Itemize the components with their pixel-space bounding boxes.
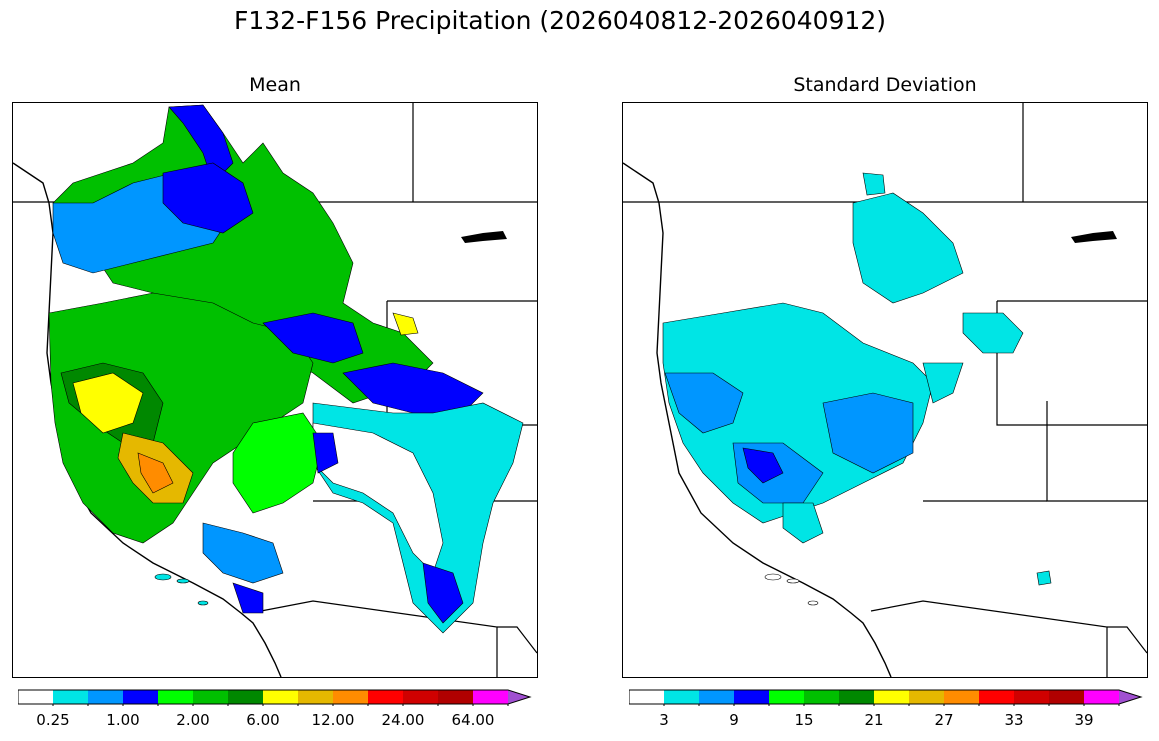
colorbar-swatch bbox=[263, 690, 299, 704]
colorbar-swatch bbox=[629, 690, 665, 704]
colorbar-swatch bbox=[804, 690, 840, 704]
colorbar-swatch bbox=[699, 690, 735, 704]
colorbar-swatch bbox=[333, 690, 369, 704]
colorbar-swatch bbox=[1119, 690, 1141, 704]
colorbar-swatch bbox=[158, 690, 194, 704]
colorbar-tick-label: 33 bbox=[1004, 711, 1024, 729]
std-panel-title: Standard Deviation bbox=[793, 74, 977, 96]
colorbar-swatch bbox=[1014, 690, 1050, 704]
colorbar-swatch bbox=[18, 690, 54, 704]
colorbar-swatch bbox=[1084, 690, 1120, 704]
colorbar-swatch bbox=[473, 690, 509, 704]
colorbar-swatch bbox=[874, 690, 910, 704]
colorbar-swatch bbox=[123, 690, 159, 704]
mean-colorbar bbox=[18, 689, 532, 706]
colorbar-swatch bbox=[979, 690, 1015, 704]
colorbar-tick-label: 39 bbox=[1074, 711, 1094, 729]
colorbar-tick-label: 9 bbox=[729, 711, 739, 729]
colorbar-swatch bbox=[368, 690, 404, 704]
colorbar-swatch bbox=[193, 690, 229, 704]
stddev-colorbar bbox=[629, 689, 1143, 706]
colorbar-tick-label: 0.25 bbox=[36, 711, 70, 729]
colorbar-tick-label: 21 bbox=[864, 711, 884, 729]
colorbar-swatch bbox=[909, 690, 945, 704]
colorbar-swatch bbox=[228, 690, 264, 704]
colorbar-swatch bbox=[944, 690, 980, 704]
mean-map bbox=[12, 102, 538, 678]
colorbar-swatch bbox=[664, 690, 700, 704]
colorbar-swatch bbox=[53, 690, 89, 704]
colorbar-tick-label: 27 bbox=[934, 711, 954, 729]
colorbar-swatch bbox=[1049, 690, 1085, 704]
stddev-map bbox=[622, 102, 1148, 678]
colorbar-swatch bbox=[403, 690, 439, 704]
colorbar-tick-label: 1.00 bbox=[106, 711, 140, 729]
colorbar-swatch bbox=[839, 690, 875, 704]
colorbar-tick-label: 12.00 bbox=[311, 711, 355, 729]
colorbar-swatch bbox=[88, 690, 124, 704]
colorbar-tick-label: 6.00 bbox=[246, 711, 280, 729]
colorbar-swatch bbox=[734, 690, 770, 704]
colorbar-swatch bbox=[769, 690, 805, 704]
colorbar-swatch bbox=[508, 690, 530, 704]
mean-panel-title: Mean bbox=[249, 74, 301, 96]
colorbar-tick-label: 64.00 bbox=[451, 711, 495, 729]
colorbar-tick-label: 24.00 bbox=[381, 711, 425, 729]
colorbar-swatch bbox=[298, 690, 334, 704]
figure-title: F132-F156 Precipitation (2026040812-2026… bbox=[233, 6, 886, 35]
colorbar-tick-label: 15 bbox=[794, 711, 814, 729]
colorbar-tick-label: 2.00 bbox=[176, 711, 210, 729]
colorbar-swatch bbox=[438, 690, 474, 704]
colorbar-tick-label: 3 bbox=[659, 711, 669, 729]
